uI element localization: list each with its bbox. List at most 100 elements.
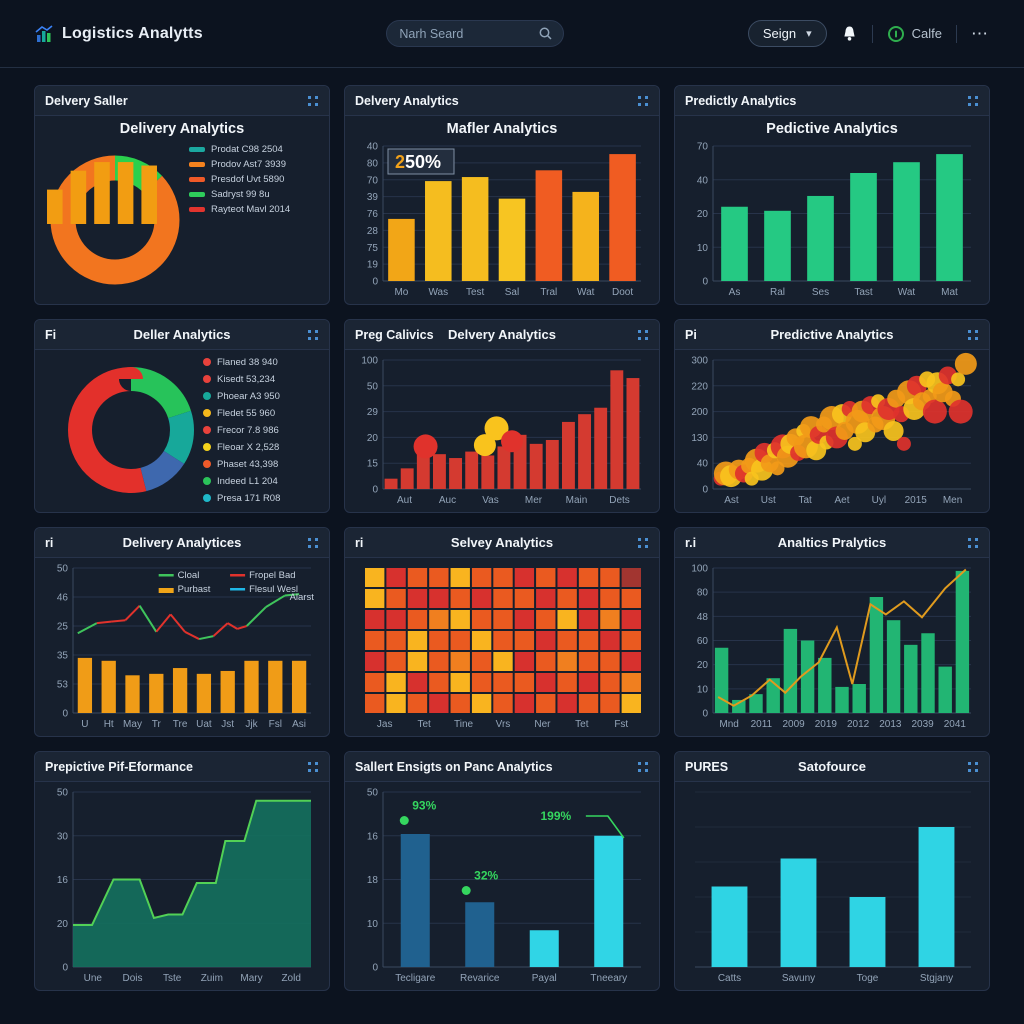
expand-icon[interactable]	[637, 537, 649, 549]
chevron-down-icon: ▾	[806, 28, 812, 40]
panel-delvery-saller: Delvery Saller Delivery Analytics Prodat…	[34, 85, 330, 305]
chart-canvas: 40 80 70 39 76 28 75 19 0 Mo Was Test Sal Tral Wat Doot…	[367, 142, 641, 298]
svg-text:Tste: Tste	[163, 973, 182, 984]
svg-text:Tast: Tast	[854, 287, 873, 298]
expand-icon[interactable]	[967, 537, 979, 549]
svg-text:18: 18	[367, 875, 379, 886]
svg-text:20: 20	[697, 660, 709, 671]
svg-text:46: 46	[57, 593, 69, 604]
panel-header-label: Delvery Analytics	[355, 93, 459, 108]
svg-text:80: 80	[367, 158, 379, 169]
svg-text:Purbast: Purbast	[178, 584, 211, 595]
more-menu[interactable]: ⋯	[971, 23, 991, 43]
expand-icon[interactable]	[307, 537, 319, 549]
legend-item: Presa 171 R08	[203, 491, 321, 506]
svg-text:250%: 250%	[395, 152, 441, 172]
sign-button-label: Seign	[762, 26, 797, 41]
panel-header: ri Delivery Analytices	[35, 528, 329, 558]
svg-text:Ast: Ast	[724, 495, 739, 506]
panel-analtics-pralytics: r.i Analtics Pralytics 100 80 48 60 20 10 0 Mnd…	[674, 527, 990, 737]
svg-text:Stgjany: Stgjany	[920, 973, 953, 984]
svg-text:60: 60	[697, 636, 709, 647]
expand-icon[interactable]	[967, 95, 979, 107]
search-icon[interactable]	[538, 26, 553, 41]
svg-text:2041: 2041	[944, 719, 967, 730]
svg-text:Test: Test	[466, 287, 485, 298]
legend-item: Prodat C98 2504	[189, 142, 321, 157]
svg-text:50: 50	[57, 564, 69, 575]
svg-text:40: 40	[697, 459, 709, 470]
profile[interactable]: Calfe	[887, 25, 942, 43]
search-box[interactable]	[386, 20, 565, 47]
expand-icon[interactable]	[967, 329, 979, 341]
svg-text:Tat: Tat	[798, 495, 812, 506]
sign-button[interactable]: Seign ▾	[747, 20, 827, 47]
chart-canvas: 50 16 18 10 0 Tecligare Revarice Payal Tneeary 93…	[367, 788, 641, 984]
svg-text:Savuny: Savuny	[782, 973, 815, 984]
deller-analytics-donut-chart: Flaned 38 940 Kisedt 53,234 Phoear A3 950 F…	[43, 352, 321, 508]
svg-text:Aet: Aet	[834, 495, 849, 506]
expand-icon[interactable]	[637, 95, 649, 107]
panel-header-label: ri	[355, 535, 364, 550]
legend-item: Kisedt 53,234	[203, 372, 321, 387]
chart-canvas: Catts Savuny Toge Stgjany	[695, 791, 971, 984]
svg-text:199%: 199%	[541, 809, 572, 823]
donut-canvas	[68, 367, 194, 493]
svg-text:Tine: Tine	[454, 719, 474, 730]
svg-text:As: As	[729, 287, 741, 298]
svg-text:Wat: Wat	[577, 287, 595, 298]
chart-canvas: 50 30 16 20 0 Une Dois Tste Zuim Mary Zold	[57, 788, 311, 984]
legend-item: Prodov Ast7 3939	[189, 157, 321, 172]
divider	[956, 24, 958, 43]
panel-header-label: Preg Calivics	[355, 327, 434, 342]
svg-text:50: 50	[57, 788, 69, 799]
svg-text:Doot: Doot	[612, 287, 633, 298]
svg-text:0: 0	[62, 709, 68, 720]
legend-item: Phoear A3 950	[203, 389, 321, 404]
expand-icon[interactable]	[307, 329, 319, 341]
svg-text:76: 76	[367, 209, 379, 220]
svg-text:28: 28	[367, 226, 379, 237]
logo-icon	[34, 24, 54, 44]
predictive-analytics-scatter-chart: 300 220 200 130 40 0 Ast Ust Tat Aet Uyl 2015 Men	[683, 352, 981, 508]
svg-text:May: May	[123, 719, 142, 730]
svg-text:10: 10	[697, 243, 709, 254]
app-title: Logistics Analytts	[62, 24, 203, 42]
panel-mafler-analytics: Delvery Analytics Mafler Analytics 40 80 7…	[344, 85, 660, 305]
bell-icon[interactable]	[841, 25, 858, 43]
svg-text:16: 16	[367, 831, 379, 842]
svg-text:48: 48	[697, 612, 709, 623]
svg-text:0: 0	[702, 709, 708, 720]
panel-header-label: PURES	[685, 759, 729, 774]
svg-text:100: 100	[361, 356, 378, 367]
pif-eformance-area-chart: 50 30 16 20 0 Une Dois Tste Zuim Mary Zold	[43, 784, 321, 986]
expand-icon[interactable]	[637, 761, 649, 773]
legend-item: Indeed L1 204	[203, 474, 321, 489]
expand-icon[interactable]	[307, 95, 319, 107]
legend-item: Fledet 55 960	[203, 406, 321, 421]
svg-text:10: 10	[367, 919, 379, 930]
svg-text:Fsl: Fsl	[269, 719, 282, 730]
panel-predictive-scatter: Pi Predictive Analytics 300 220 200 130 40 0 A…	[674, 319, 990, 513]
panel-header-label: r.i	[685, 535, 697, 550]
svg-text:80: 80	[697, 588, 709, 599]
legend-item: Fleoar X 2,528	[203, 440, 321, 455]
panc-analytics-bar-chart: 50 16 18 10 0 Tecligare Revarice Payal Tneeary 93…	[353, 784, 651, 986]
dashboard-grid: Delvery Saller Delivery Analytics Prodat…	[34, 85, 990, 991]
svg-text:Dois: Dois	[122, 973, 142, 984]
svg-text:Payal: Payal	[532, 973, 557, 984]
svg-text:Uat: Uat	[196, 719, 212, 730]
svg-text:Mat: Mat	[941, 287, 958, 298]
expand-icon[interactable]	[307, 761, 319, 773]
svg-text:220: 220	[691, 381, 708, 392]
panel-header: Prepictive Pif-Eformance	[35, 752, 329, 782]
panel-header: Predictly Analytics	[675, 86, 989, 116]
svg-text:Ses: Ses	[812, 287, 829, 298]
svg-text:2012: 2012	[847, 719, 870, 730]
expand-icon[interactable]	[967, 761, 979, 773]
svg-text:Uyl: Uyl	[872, 495, 886, 506]
expand-icon[interactable]	[637, 329, 649, 341]
search-input[interactable]	[397, 25, 539, 42]
svg-text:19: 19	[367, 260, 379, 271]
panel-selvey-analytics: ri Selvey Analytics Jas Tet Tine Vrs Ner Tet F…	[344, 527, 660, 737]
